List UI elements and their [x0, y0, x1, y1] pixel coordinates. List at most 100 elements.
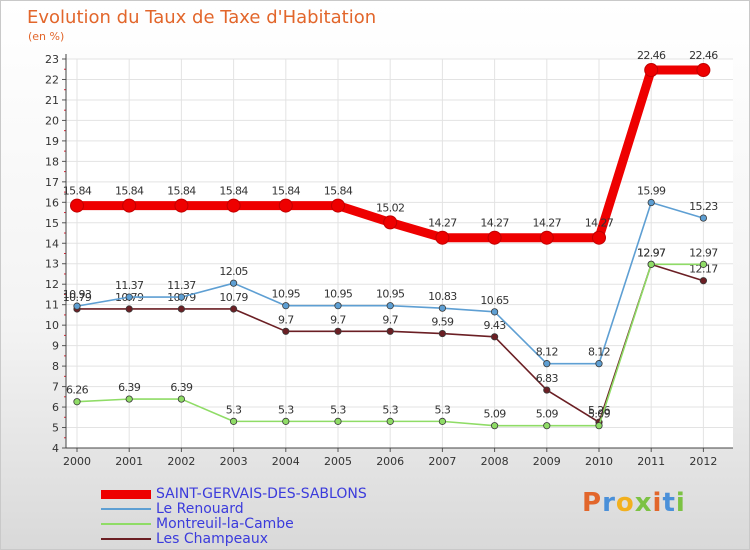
y-tick-label: 18: [45, 155, 59, 168]
logo-letter: t: [662, 488, 676, 518]
data-point: [125, 395, 133, 403]
legend-label: Montreuil-la-Cambe: [156, 516, 294, 532]
data-label: 15.84: [63, 185, 92, 198]
plot-area: [66, 59, 733, 448]
chart-subtitle: (en %): [28, 30, 65, 43]
x-tick-label: 2007: [428, 455, 456, 468]
data-point: [386, 327, 394, 335]
data-label: 6.83: [536, 372, 559, 385]
y-tick-label: 13: [45, 258, 59, 271]
legend-label: Le Renouard: [156, 501, 244, 517]
data-point: [230, 305, 238, 313]
legend-swatch: [101, 538, 151, 540]
y-tick-label: 7: [52, 381, 59, 394]
data-label: 12.97: [689, 246, 718, 259]
data-point: [438, 417, 446, 425]
x-tick-label: 2001: [115, 455, 143, 468]
y-tick-label: 14: [45, 237, 59, 250]
data-point: [125, 293, 133, 301]
data-point: [282, 327, 290, 335]
data-label: 15.84: [219, 185, 248, 198]
data-label: 11.37: [115, 279, 144, 292]
data-label: 10.95: [324, 288, 353, 301]
chart-title: Evolution du Taux de Taxe d'Habitation: [27, 7, 377, 28]
x-tick-label: 2000: [63, 455, 91, 468]
data-label: 6.39: [118, 381, 141, 394]
x-tick-label: 2004: [272, 455, 300, 468]
proxiti-logo: Proxiti: [582, 488, 686, 518]
data-point: [647, 260, 655, 268]
data-label: 8.12: [536, 346, 558, 359]
data-point: [647, 198, 655, 207]
data-point: [386, 302, 394, 310]
data-label: 5.3: [278, 403, 294, 416]
data-point: [177, 305, 185, 313]
data-point: [331, 198, 345, 213]
data-label: 14.27: [533, 217, 562, 230]
data-label: 6.26: [66, 384, 89, 397]
logo-letter: r: [602, 488, 616, 518]
data-point: [282, 417, 290, 425]
legend-label: Les Champeaux: [156, 531, 269, 547]
y-tick-label: 21: [45, 94, 59, 107]
x-tick-label: 2009: [533, 455, 561, 468]
data-label: 9.43: [484, 319, 507, 332]
y-tick-label: 19: [45, 135, 59, 148]
x-tick-label: 2006: [376, 455, 404, 468]
data-label: 22.46: [689, 49, 718, 62]
data-point: [278, 198, 293, 213]
data-label: 12.05: [219, 265, 248, 278]
y-tick-label: 17: [45, 176, 59, 189]
y-tick-label: 11: [45, 299, 59, 312]
data-label: 9.59: [431, 316, 454, 329]
x-tick-label: 2008: [481, 455, 509, 468]
data-label: 5.09: [484, 408, 507, 421]
data-point: [73, 302, 81, 310]
y-tick-label: 15: [45, 217, 59, 230]
data-point: [174, 198, 189, 213]
data-label: 15.84: [324, 185, 353, 198]
data-point: [696, 63, 711, 78]
data-point: [699, 277, 708, 285]
data-label: 10.79: [63, 291, 92, 304]
data-point: [543, 360, 551, 368]
data-label: 10.95: [376, 288, 405, 301]
data-point: [539, 230, 554, 245]
y-tick-label: 23: [45, 53, 59, 66]
x-tick-label: 2003: [220, 455, 248, 468]
data-label: 9.7: [278, 313, 294, 326]
data-point: [230, 417, 238, 425]
data-point: [699, 260, 708, 268]
data-label: 15.84: [115, 185, 144, 198]
x-tick-label: 2011: [637, 455, 665, 468]
data-label: 6.39: [170, 381, 193, 394]
data-label: 5.09: [536, 408, 559, 421]
data-point: [592, 230, 606, 245]
data-label: 5.3: [382, 403, 398, 416]
data-label: 5.09: [588, 408, 611, 421]
data-label: 15.84: [272, 185, 301, 198]
data-label: 15.02: [376, 201, 405, 214]
data-label: 12.97: [637, 246, 666, 259]
data-label: 9.7: [382, 313, 398, 326]
legend-swatch: [101, 490, 151, 499]
data-point: [490, 422, 499, 430]
data-point: [595, 422, 603, 430]
y-tick-label: 4: [52, 442, 59, 455]
data-label: 22.46: [637, 49, 666, 62]
data-point: [70, 198, 84, 213]
x-tick-label: 2002: [167, 455, 195, 468]
data-label: 8.12: [588, 346, 610, 359]
data-label: 12.17: [689, 263, 718, 276]
legend-label: SAINT-GERVAIS-DES-SABLONS: [156, 486, 367, 502]
data-point: [543, 386, 551, 394]
data-point: [230, 279, 238, 287]
y-tick-label: 5: [52, 422, 59, 435]
data-point: [438, 304, 446, 312]
data-label: 14.27: [428, 217, 457, 230]
y-tick-label: 10: [45, 319, 59, 332]
logo-letter: x: [634, 488, 653, 518]
y-tick-label: 9: [52, 340, 59, 353]
data-label: 10.83: [428, 290, 457, 303]
